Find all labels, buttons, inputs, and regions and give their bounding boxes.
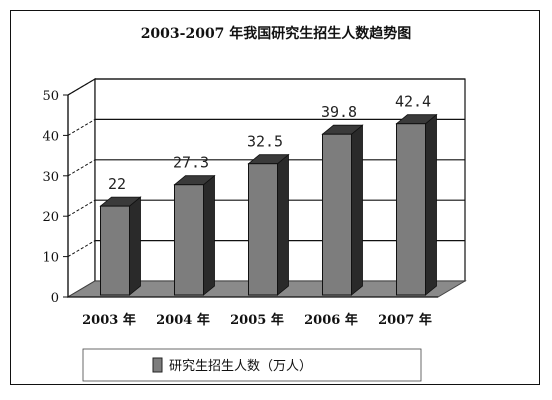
left-wall [67, 77, 96, 299]
gridline-side [67, 199, 96, 217]
bar-front [322, 133, 352, 296]
gridline-side [67, 240, 96, 258]
data-labels: 22 27.3 32.5 39.8 42.4 [108, 93, 431, 193]
data-label: 42.4 [395, 93, 431, 111]
y-tick-label: 0 [51, 291, 59, 306]
y-tick-label: 20 [42, 210, 59, 225]
y-tick-label: 50 [42, 89, 59, 104]
bar-front [100, 205, 130, 296]
data-label: 39.8 [321, 103, 357, 121]
x-category-label: 2004 年 [156, 312, 210, 328]
gridline-side [67, 78, 96, 96]
legend-box [82, 348, 422, 382]
chart-legend: 研究生招生人数（万人） [82, 348, 422, 382]
bar [99, 196, 142, 296]
bar-side [425, 113, 437, 296]
bar-side [129, 196, 141, 296]
x-category-label: 2006 年 [304, 312, 358, 328]
bar-front [248, 163, 278, 296]
data-label: 32.5 [247, 133, 283, 151]
x-category-label: 2003 年 [82, 312, 136, 328]
x-category-label: 2005 年 [230, 312, 284, 328]
bar-side [203, 174, 215, 296]
y-tick-label: 40 [42, 129, 59, 144]
legend-label: 研究生招生人数（万人） [169, 359, 312, 374]
data-label: 27.3 [173, 154, 209, 172]
chart-bars [99, 113, 438, 296]
chart-title: 2003-2007 年我国研究生招生人数趋势图 [141, 25, 412, 42]
y-axis-ticks: 0 10 20 30 40 50 [42, 89, 68, 306]
x-category-label: 2007 年 [378, 312, 432, 328]
data-label: 22 [108, 175, 126, 193]
gridline-side [67, 118, 96, 136]
bar [321, 124, 364, 296]
gridline-side [67, 159, 96, 177]
legend-swatch [152, 357, 163, 373]
y-tick-label: 30 [42, 170, 59, 185]
bar-side [351, 124, 363, 296]
bar-side [277, 153, 289, 296]
bar-front [396, 123, 426, 296]
bar [247, 153, 290, 296]
bar [173, 174, 216, 296]
chart-frame: 0 10 20 30 40 50 2003 年 2004 年 2005 年 2006 年 2007… [10, 10, 540, 385]
bar [395, 113, 438, 296]
chart-svg: 0 10 20 30 40 50 2003 年 2004 年 2005 年 2006 年 2007… [42, 25, 467, 382]
x-axis-categories: 2003 年 2004 年 2005 年 2006 年 2007 年 [82, 312, 432, 328]
y-tick-label: 10 [42, 251, 59, 266]
bar-front [174, 184, 204, 296]
